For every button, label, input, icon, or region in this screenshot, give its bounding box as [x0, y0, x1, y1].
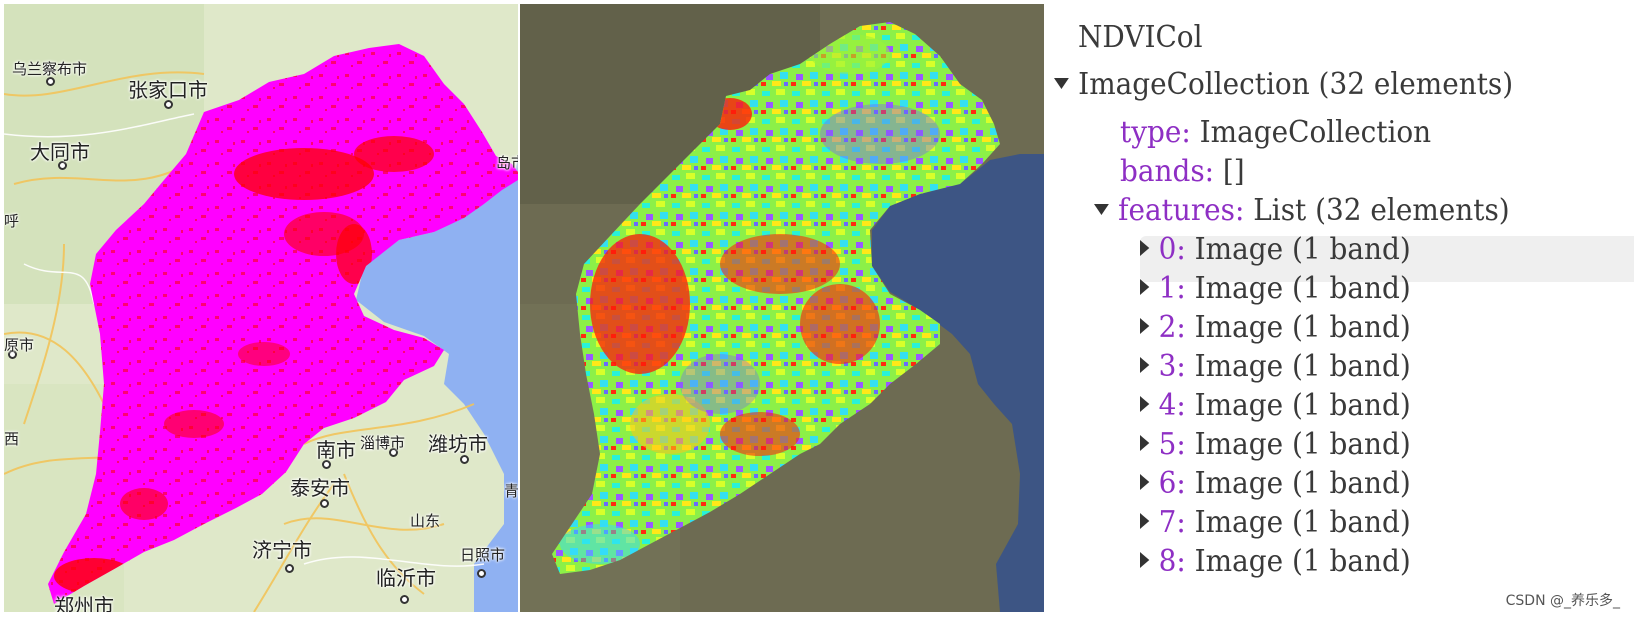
city-label: 济宁市 — [252, 538, 312, 562]
city-label: 淄博市 — [360, 434, 406, 452]
ndvi-map-canvas — [520, 4, 1044, 612]
city-label: 青 — [504, 482, 518, 500]
collapse-triangle-icon[interactable] — [1094, 203, 1109, 215]
city-label: 泰安市 — [290, 476, 350, 500]
city-label: 原市 — [4, 336, 35, 354]
tree-item-image[interactable]: 2: Image (1 band) — [1140, 310, 1411, 346]
expand-triangle-icon[interactable] — [1140, 396, 1150, 412]
expand-triangle-icon[interactable] — [1140, 357, 1150, 373]
city-label: 日照市 — [460, 546, 506, 564]
tree-item-image[interactable]: 5: Image (1 band) — [1140, 427, 1411, 463]
city-dot — [285, 564, 294, 573]
city-dot — [164, 100, 173, 109]
console-panel: NDVICol ImageCollection (32 elements) ty… — [1044, 0, 1634, 620]
city-dot — [322, 460, 331, 469]
expand-triangle-icon[interactable] — [1140, 552, 1150, 568]
city-label: 郑州市 — [54, 594, 114, 612]
expand-triangle-icon[interactable] — [1140, 435, 1150, 451]
city-dot — [8, 350, 17, 359]
satellite-map-panel[interactable] — [520, 4, 1044, 612]
city-label: 乌兰察布市 — [12, 60, 88, 78]
tree-node-features[interactable]: features: List (32 elements) — [1094, 193, 1510, 229]
city-dot — [389, 448, 398, 457]
expand-triangle-icon[interactable] — [1140, 240, 1150, 256]
city-label: 张家口市 — [128, 78, 208, 102]
row-hover-highlight — [1140, 236, 1634, 282]
tree-item-image[interactable]: 1: Image (1 band) — [1140, 271, 1411, 307]
watermark: CSDN @_养乐多_ — [1505, 593, 1620, 609]
tree-item-image[interactable]: 4: Image (1 band) — [1140, 388, 1411, 424]
city-dot — [320, 499, 329, 508]
console-variable-name: NDVICol — [1078, 20, 1203, 55]
tree-item-image[interactable]: 7: Image (1 band) — [1140, 505, 1411, 541]
expand-triangle-icon[interactable] — [1140, 513, 1150, 529]
tree-item-image[interactable]: 8: Image (1 band) — [1140, 544, 1411, 580]
tree-item-image[interactable]: 6: Image (1 band) — [1140, 466, 1411, 502]
road-map-canvas — [4, 4, 518, 612]
collapse-triangle-icon[interactable] — [1054, 77, 1069, 89]
expand-triangle-icon[interactable] — [1140, 279, 1150, 295]
city-dot — [460, 455, 469, 464]
city-label: 呼 — [4, 212, 20, 230]
city-dot — [477, 569, 486, 578]
city-label: 南市 — [316, 438, 356, 462]
tree-prop-bands: bands: [] — [1120, 154, 1245, 189]
tree-item-image[interactable]: 0: Image (1 band) — [1140, 232, 1411, 268]
tree-prop-type: type: ImageCollection — [1120, 115, 1432, 150]
tree-node-root[interactable]: ImageCollection (32 elements) — [1054, 67, 1513, 103]
city-dot — [400, 595, 409, 604]
city-label: 临沂市 — [376, 566, 436, 590]
road-map-panel[interactable]: 乌兰察布市 张家口市 大同市 呼 原市 西 淄博市 潍坊市 南市 泰安市 山东 … — [4, 4, 518, 612]
city-label: 潍坊市 — [428, 432, 488, 456]
city-dot — [58, 161, 67, 170]
city-label: 大同市 — [30, 140, 90, 164]
expand-triangle-icon[interactable] — [1140, 474, 1150, 490]
tree-item-image[interactable]: 3: Image (1 band) — [1140, 349, 1411, 385]
expand-triangle-icon[interactable] — [1140, 318, 1150, 334]
city-label: 西 — [4, 430, 20, 448]
city-dot — [46, 77, 55, 86]
city-label: 山东 — [410, 512, 441, 530]
city-label: 岛市 — [496, 154, 518, 172]
